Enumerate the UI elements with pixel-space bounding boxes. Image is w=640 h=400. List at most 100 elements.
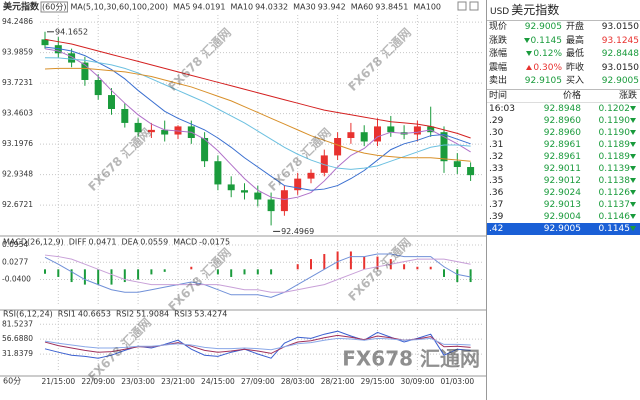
quote-text: 开盘	[566, 22, 585, 32]
ticks-table: 16:03 92.8948 0.1202 .29 92.8960 0.1190 .30 92.…	[487, 103, 640, 235]
candle-body	[214, 161, 222, 185]
tick-row: .31 92.8961 0.1189	[487, 139, 640, 151]
indicator-line	[44, 254, 471, 293]
trend-icon	[630, 105, 636, 111]
y-tick-label: 93.9859	[2, 48, 33, 57]
period: (60分)	[42, 3, 66, 12]
quote-text: 最高	[566, 35, 585, 46]
quote-text: 现价	[489, 22, 508, 32]
tick-time: 16:03	[489, 103, 515, 114]
tick-change-text: 0.1145	[598, 223, 631, 234]
quote-value: 0.1145	[516, 35, 564, 49]
y-tick-label: 81.5237	[2, 319, 33, 328]
quote-label: 最高	[564, 35, 593, 49]
quote-value: 92.9105	[516, 75, 564, 89]
quote-row: 涨跌 0.1145 最高 93.1245	[487, 35, 640, 49]
legend-name: RSI2	[116, 310, 134, 319]
y-tick-label: 31.8379	[2, 349, 33, 358]
ticks-header: 时间 价格 涨跌	[487, 88, 640, 103]
candle-body	[280, 190, 288, 212]
indicator-line	[44, 330, 471, 359]
tick-time: .30	[489, 127, 504, 138]
candle-body	[440, 132, 448, 162]
y-tick-label: 94.2486	[2, 17, 33, 26]
tick-time: .35	[489, 175, 504, 186]
tick-change-text: 0.1190	[598, 115, 631, 126]
x-tick-label: 23/03:00	[121, 377, 155, 386]
quote-row: 震幅 0.30% 昨收 93.0150	[487, 62, 640, 76]
indicator-line	[44, 67, 471, 162]
quote-text: 买入	[566, 76, 585, 86]
quote-text: 92.9005	[524, 22, 562, 32]
legend-value: 40.6653	[78, 310, 111, 319]
tick-row: 16:03 92.8948 0.1202	[487, 103, 640, 115]
indicator-line	[44, 57, 471, 170]
x-tick-label: 21/15:00	[41, 377, 75, 386]
quote-label: 昨收	[564, 62, 593, 76]
tick-change: 0.1146	[581, 211, 637, 223]
trend-icon	[630, 141, 636, 147]
tick-change-text: 0.1139	[598, 163, 631, 174]
candle-body	[453, 161, 461, 168]
tick-price: 92.9024	[543, 187, 581, 198]
tick-price: 92.8960	[543, 115, 581, 126]
candle-body	[347, 132, 355, 139]
col-header: 时间	[489, 90, 508, 101]
x-tick-label: 01/03:00	[440, 377, 474, 386]
annotation: 94.1652	[55, 27, 88, 36]
candle-body	[227, 184, 235, 191]
tick-change: 0.1190	[581, 127, 637, 139]
trend-icon	[523, 37, 530, 43]
candle-body	[387, 126, 395, 133]
candle-body	[147, 129, 155, 133]
legend-value: 0.0559	[140, 238, 168, 247]
tick-row: .36 92.9024 0.1126	[487, 187, 640, 199]
legend-value: 94.0191	[192, 3, 225, 12]
quote-text: 92.9105	[524, 76, 562, 86]
x-tick-label: 27/09:00	[241, 377, 275, 386]
legend-value: 51.9084	[136, 310, 169, 319]
quote-text: 93.0150	[601, 62, 639, 73]
quote-text: 卖出	[489, 76, 508, 86]
logo-watermark: FX678 汇通网	[342, 347, 480, 371]
legend-value: 53.4274	[194, 310, 227, 319]
close-icon[interactable]	[469, 1, 479, 11]
x-tick-label: 28/03:00	[281, 377, 315, 386]
x-tick-label: 30/09:00	[401, 377, 435, 386]
x-tick-label: 24/15:00	[201, 377, 235, 386]
candle-body	[334, 138, 342, 156]
candle-body	[267, 199, 275, 212]
tick-change: 0.1126	[581, 187, 637, 199]
symbol: USD	[490, 7, 510, 17]
settings-icon[interactable]	[457, 1, 467, 11]
tick-change-text: 0.1126	[598, 187, 631, 198]
trend-icon	[630, 165, 636, 171]
quote-label: 最低	[564, 48, 593, 62]
legend-value: 93.8451	[375, 3, 408, 12]
quote-text: 涨跌	[489, 35, 508, 46]
legend-name: RSI1	[58, 310, 76, 319]
trend-icon	[526, 51, 533, 56]
trend-icon	[630, 213, 636, 219]
quote-text: 震幅	[489, 62, 508, 73]
candle-body	[320, 155, 328, 173]
legend-value: 94.0332	[255, 3, 288, 12]
tick-price: 92.9012	[543, 175, 581, 186]
quote-row: 现价 92.9005 开盘 93.0150	[487, 21, 640, 35]
indicator-line	[44, 253, 471, 298]
tick-row: .35 92.9012 0.1138	[487, 175, 640, 187]
quote-value: 0.30%	[516, 62, 564, 76]
indicator-line	[44, 337, 471, 351]
legend-name: MACD	[173, 238, 197, 247]
candle-body	[467, 167, 475, 176]
tick-time: .29	[489, 115, 504, 126]
quote-value: 0.12%	[516, 48, 564, 62]
instrument-name: 美元指数	[511, 3, 560, 17]
indicator-line	[44, 38, 471, 139]
legend-value: 93.942	[318, 3, 346, 12]
candle-body	[294, 178, 302, 191]
quote-label: 涨幅	[487, 48, 516, 62]
y-tick-label: 93.4603	[2, 109, 33, 118]
legend-name: RSI3	[174, 310, 192, 319]
y-tick-label: 93.1976	[2, 139, 33, 148]
